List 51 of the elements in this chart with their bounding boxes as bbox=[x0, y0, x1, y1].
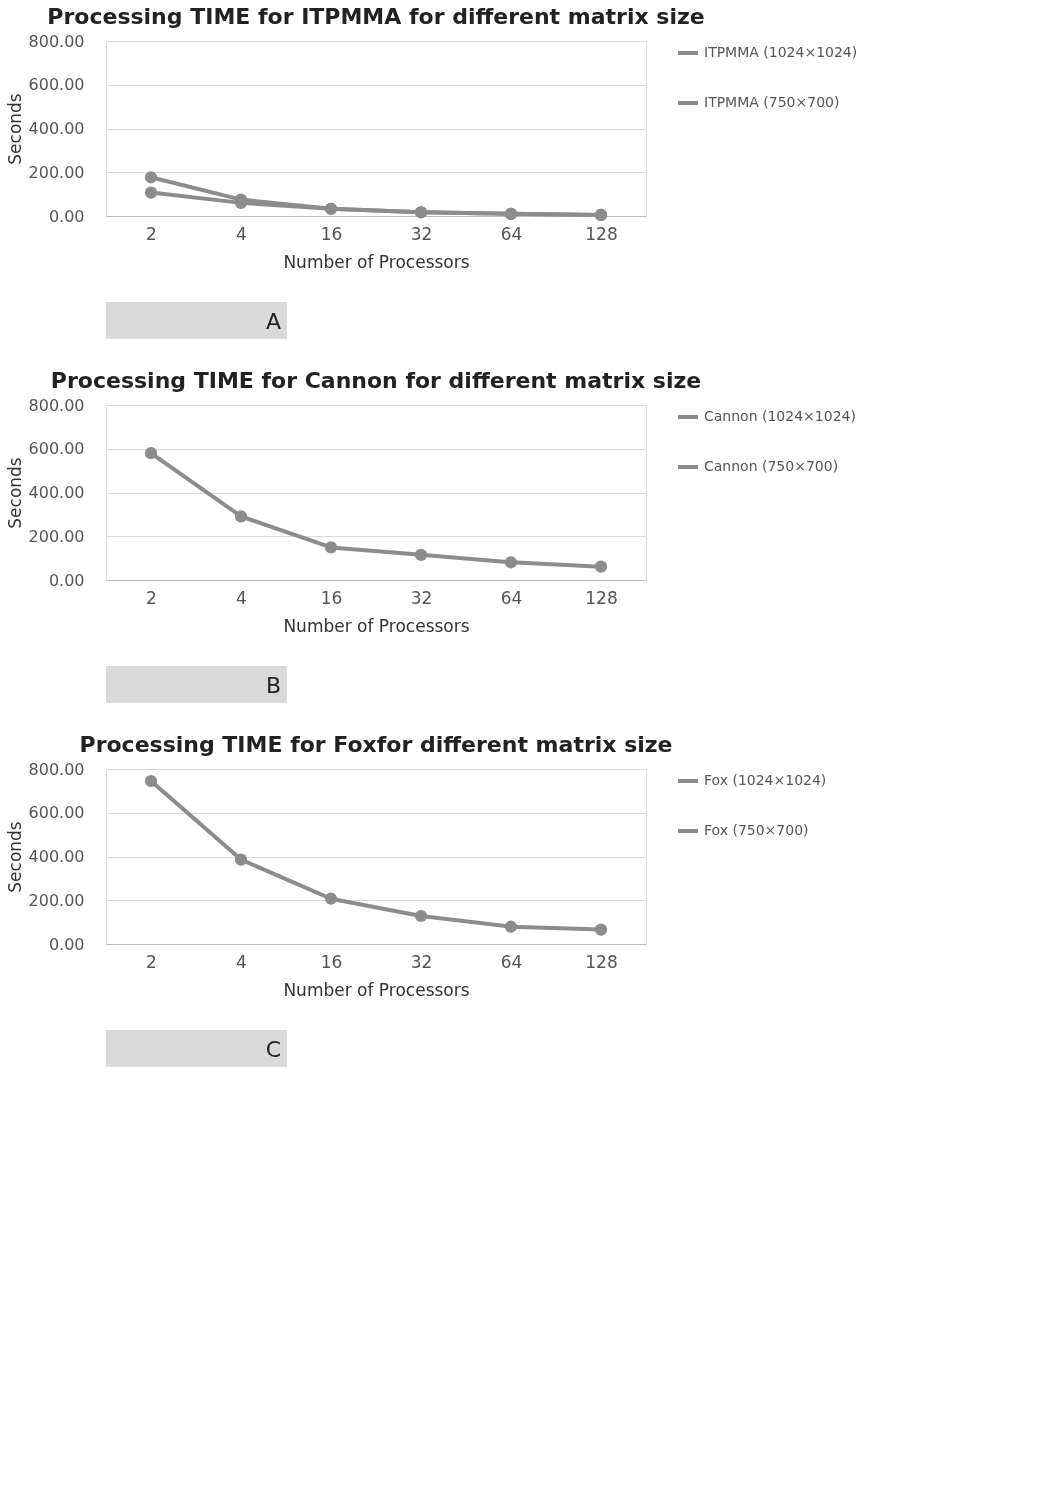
x-tick-label: 4 bbox=[236, 587, 247, 608]
legend-label: Fox (1024×1024) bbox=[704, 772, 827, 788]
legend-label: Fox (750×700) bbox=[704, 822, 809, 838]
x-tick-label: 32 bbox=[410, 587, 433, 608]
legend-label: Cannon (750×700) bbox=[704, 458, 839, 474]
legend-label: ITPMMA (1024×1024) bbox=[704, 44, 858, 60]
y-tick-label: 0.00 bbox=[48, 934, 85, 954]
x-axis-title: Number of Processors bbox=[283, 251, 470, 272]
x-tick-label: 128 bbox=[585, 951, 618, 972]
text: A bbox=[265, 309, 281, 334]
x-tick-label: 64 bbox=[500, 223, 523, 244]
y-tick-label: 600.00 bbox=[28, 439, 85, 459]
y-tick-label: 200.00 bbox=[28, 526, 85, 546]
y-tick-label: 600.00 bbox=[28, 803, 85, 823]
legend-label: ITPMMA (750×700) bbox=[704, 94, 840, 110]
chart-title: Processing TIME for Cannon for different matrix size bbox=[50, 368, 702, 393]
x-axis-title: Number of Processors bbox=[283, 979, 470, 1000]
y-tick-label: 0.00 bbox=[48, 206, 85, 226]
y-axis-title: Seconds bbox=[4, 93, 25, 165]
x-axis-title: Number of Processors bbox=[283, 615, 470, 636]
y-tick-label: 200.00 bbox=[28, 162, 85, 182]
x-tick-label: 16 bbox=[320, 587, 343, 608]
x-tick-label: 64 bbox=[500, 951, 523, 972]
y-tick-label: 800.00 bbox=[28, 395, 85, 415]
y-tick-label: 800.00 bbox=[28, 759, 85, 779]
x-tick-label: 64 bbox=[500, 587, 523, 608]
x-tick-label: 4 bbox=[236, 223, 247, 244]
text: C bbox=[265, 1037, 281, 1062]
y-tick-label: 200.00 bbox=[28, 890, 85, 910]
x-tick-label: 2 bbox=[146, 223, 157, 244]
y-tick-label: 400.00 bbox=[28, 847, 85, 866]
x-tick-label: 128 bbox=[585, 587, 618, 608]
x-tick-label: 16 bbox=[320, 223, 343, 244]
x-tick-label: 4 bbox=[236, 951, 247, 972]
y-axis-title: Seconds bbox=[4, 457, 25, 529]
y-tick-label: 600.00 bbox=[28, 75, 85, 95]
text: B bbox=[265, 673, 281, 698]
x-tick-label: 2 bbox=[146, 951, 157, 972]
y-axis-title: Seconds bbox=[4, 821, 25, 893]
chart-title: Processing TIME for Foxfor different matrix size bbox=[79, 732, 673, 757]
y-tick-label: 0.00 bbox=[48, 570, 85, 590]
y-tick-label: 800.00 bbox=[28, 31, 85, 51]
x-tick-label: 32 bbox=[410, 223, 433, 244]
y-tick-label: 400.00 bbox=[28, 483, 85, 502]
x-tick-label: 32 bbox=[410, 951, 433, 972]
x-tick-label: 2 bbox=[146, 587, 157, 608]
y-tick-label: 400.00 bbox=[28, 119, 85, 138]
legend-label: Cannon (1024×1024) bbox=[704, 408, 856, 424]
x-tick-label: 16 bbox=[320, 951, 343, 972]
x-tick-label: 128 bbox=[585, 223, 618, 244]
chart-title: Processing TIME for ITPMMA for different matrix size bbox=[47, 4, 705, 29]
